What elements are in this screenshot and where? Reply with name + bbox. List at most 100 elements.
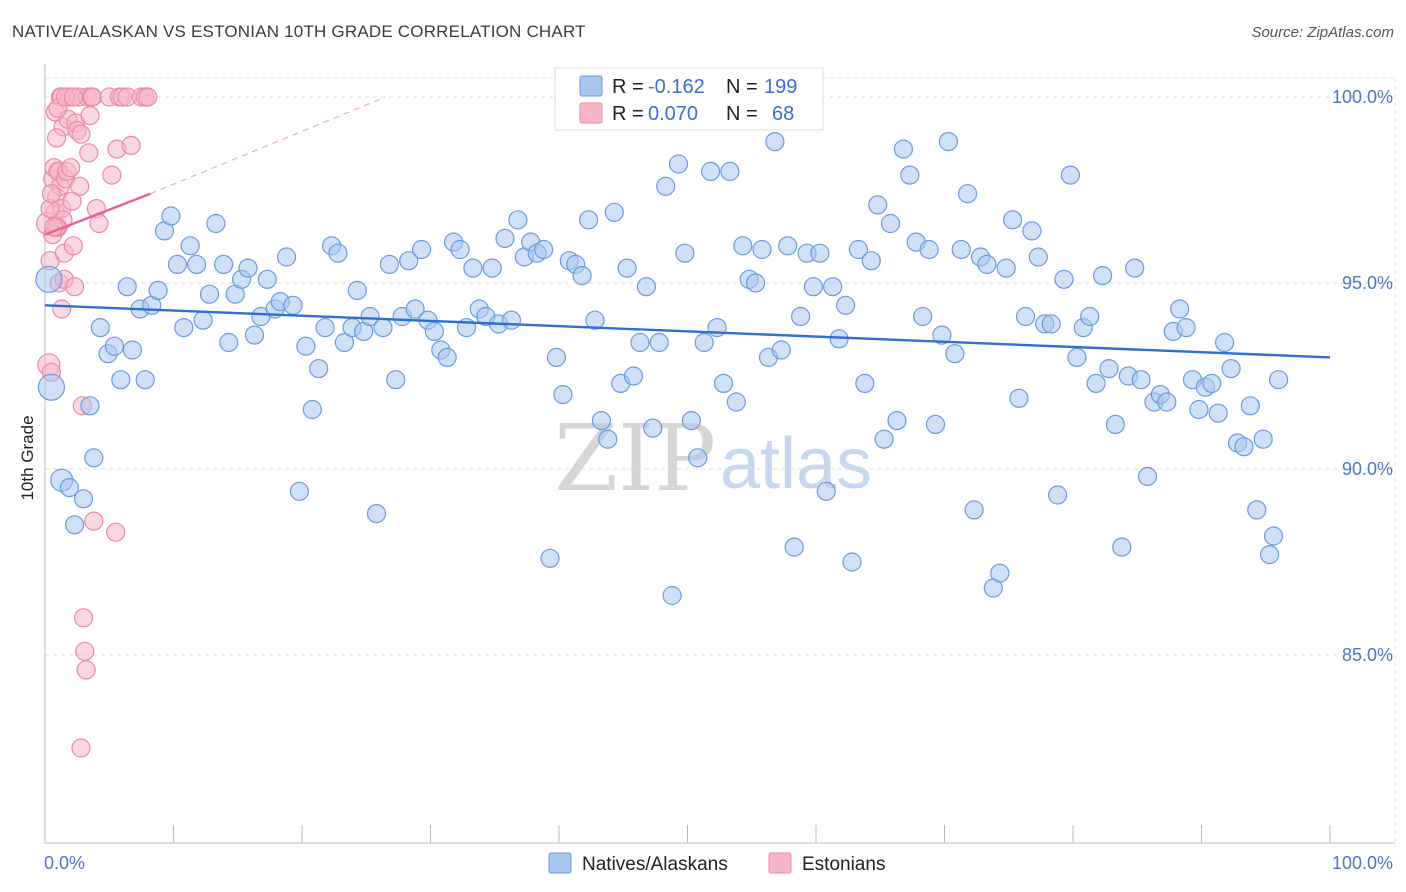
natives-point-3 bbox=[59, 478, 80, 498]
natives-point-128 bbox=[861, 251, 881, 271]
natives-point-64 bbox=[450, 239, 470, 260]
natives-point-140 bbox=[938, 132, 959, 152]
natives-point-152 bbox=[1015, 306, 1036, 327]
natives-point-13 bbox=[122, 340, 142, 360]
natives-point-102 bbox=[694, 332, 714, 353]
natives-point-58 bbox=[411, 239, 432, 260]
estonians-point-28 bbox=[61, 158, 81, 178]
natives-point-97 bbox=[662, 585, 682, 606]
natives-point-190 bbox=[1259, 544, 1280, 565]
natives-point-171 bbox=[1137, 466, 1158, 486]
natives-point-182 bbox=[1208, 403, 1228, 423]
y-tick-label-2: 90.0% bbox=[1342, 459, 1393, 479]
natives-point-184 bbox=[1221, 359, 1241, 379]
natives-point-142 bbox=[951, 239, 971, 260]
legend-r-value-2: 0.070 bbox=[648, 103, 698, 125]
natives-point-137 bbox=[919, 239, 939, 260]
natives-point-126 bbox=[848, 239, 869, 260]
estonians-point-22 bbox=[52, 299, 72, 319]
legend-n-label-2: N = bbox=[726, 103, 758, 125]
y-tick-labels: 100.0% 95.0% 90.0% 85.0% bbox=[1332, 87, 1393, 665]
natives-point-176 bbox=[1170, 299, 1190, 319]
natives-point-103 bbox=[700, 161, 721, 181]
natives-point-177 bbox=[1176, 318, 1196, 338]
estonians-trend-extension bbox=[150, 96, 386, 195]
natives-point-0 bbox=[35, 265, 63, 293]
natives-point-12 bbox=[117, 277, 137, 297]
estonians-point-62 bbox=[41, 184, 62, 204]
natives-point-121 bbox=[816, 481, 836, 501]
natives-point-117 bbox=[790, 306, 811, 327]
natives-point-27 bbox=[214, 254, 234, 274]
estonians-point-47 bbox=[84, 511, 104, 531]
natives-point-159 bbox=[1060, 165, 1081, 185]
natives-point-77 bbox=[533, 239, 554, 260]
x-tick-labels: 0.0% 100.0% bbox=[44, 853, 1393, 873]
estonians-point-31 bbox=[64, 277, 85, 297]
natives-point-43 bbox=[315, 318, 335, 338]
natives-point-57 bbox=[405, 299, 425, 319]
natives-point-84 bbox=[578, 210, 599, 230]
natives-point-80 bbox=[553, 385, 573, 405]
natives-point-28 bbox=[219, 332, 239, 353]
y-tick-label-0: 100.0% bbox=[1332, 87, 1393, 107]
estonians-point-43 bbox=[79, 143, 99, 163]
natives-point-87 bbox=[598, 429, 618, 449]
natives-point-106 bbox=[720, 161, 740, 181]
estonians-point-40 bbox=[76, 660, 96, 680]
natives-point-71 bbox=[495, 228, 515, 248]
natives-point-32 bbox=[244, 325, 265, 345]
estonians-point-57 bbox=[121, 135, 141, 155]
bottom-legend-swatch-natives bbox=[548, 852, 572, 874]
natives-points bbox=[35, 132, 1289, 606]
natives-point-95 bbox=[649, 332, 669, 353]
natives-point-164 bbox=[1092, 266, 1113, 286]
natives-point-1 bbox=[37, 373, 66, 401]
natives-point-150 bbox=[1002, 210, 1023, 230]
natives-trend-line bbox=[44, 304, 1331, 359]
natives-point-69 bbox=[482, 258, 502, 278]
natives-point-11 bbox=[111, 370, 131, 390]
natives-point-151 bbox=[1009, 388, 1029, 408]
natives-point-86 bbox=[591, 411, 612, 431]
natives-point-125 bbox=[842, 552, 862, 572]
natives-point-26 bbox=[206, 213, 226, 234]
y-tick-label-1: 95.0% bbox=[1342, 273, 1393, 293]
natives-point-23 bbox=[187, 254, 207, 274]
natives-point-130 bbox=[874, 429, 894, 449]
natives-point-5 bbox=[73, 489, 94, 509]
natives-point-62 bbox=[437, 347, 457, 367]
natives-point-166 bbox=[1105, 414, 1126, 434]
natives-point-91 bbox=[623, 366, 644, 386]
natives-point-25 bbox=[199, 284, 220, 304]
natives-point-114 bbox=[771, 340, 791, 360]
estonians-trend-line bbox=[44, 192, 151, 236]
natives-point-124 bbox=[835, 295, 856, 315]
natives-point-38 bbox=[283, 295, 303, 315]
natives-point-37 bbox=[277, 247, 297, 267]
legend-r-label-1: R = bbox=[612, 76, 644, 98]
natives-point-174 bbox=[1157, 392, 1177, 412]
natives-point-83 bbox=[572, 266, 592, 286]
natives-point-191 bbox=[1263, 526, 1284, 546]
natives-point-138 bbox=[925, 414, 946, 434]
natives-point-46 bbox=[334, 332, 354, 353]
natives-point-24 bbox=[193, 310, 213, 330]
natives-point-60 bbox=[424, 321, 444, 341]
natives-point-148 bbox=[990, 563, 1010, 583]
natives-point-6 bbox=[80, 396, 100, 416]
legend-n-label-1: N = bbox=[726, 76, 758, 98]
natives-point-119 bbox=[803, 277, 824, 297]
natives-point-163 bbox=[1086, 373, 1106, 393]
natives-point-120 bbox=[810, 243, 830, 263]
natives-point-132 bbox=[887, 411, 907, 431]
natives-point-134 bbox=[900, 165, 920, 185]
estonians-point-44 bbox=[80, 105, 100, 126]
estonians-point-60 bbox=[138, 87, 158, 107]
natives-point-98 bbox=[668, 154, 689, 174]
estonians-point-46 bbox=[82, 87, 103, 107]
estonians-point-38 bbox=[73, 608, 94, 628]
natives-point-162 bbox=[1080, 306, 1100, 327]
natives-point-45 bbox=[328, 243, 348, 263]
